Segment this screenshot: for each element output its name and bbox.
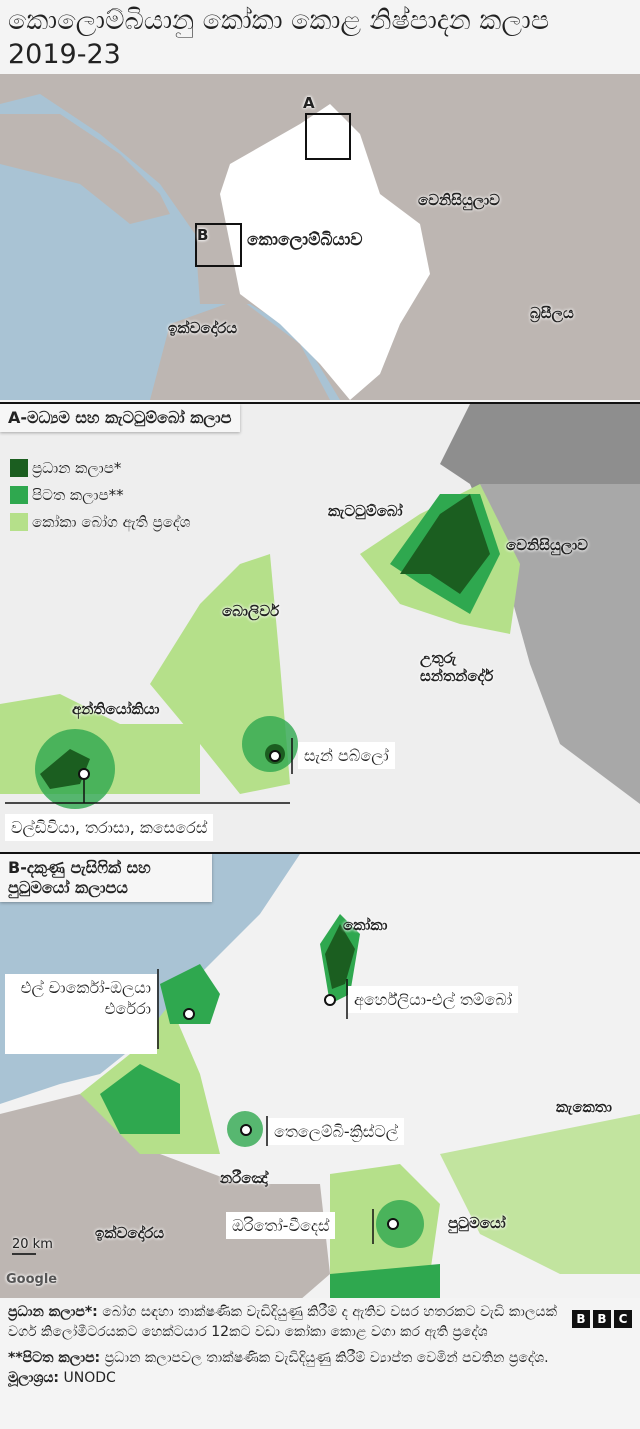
brazil-label: බ්‍රසීලය — [530, 304, 574, 322]
charco-marker — [183, 1008, 195, 1020]
legend-item-crops: කෝකා බෝග ඇති ප්‍රදේශ — [10, 508, 190, 535]
valdivia-marker — [78, 768, 90, 780]
note-outer-text: ප්‍රධාන කලාපවල තාක්ෂණික වැඩිදියුණු කිරීම… — [100, 1350, 549, 1366]
telembi-marker — [240, 1124, 252, 1136]
note-outer: **පිටත කලාප: ප්‍රධාන කලාපවල තාක්ෂණික වැඩ… — [8, 1348, 568, 1388]
orito-marker — [387, 1218, 399, 1230]
san-pablo-marker — [269, 750, 281, 762]
colombia-label: කොලොම්බියාව — [247, 230, 363, 250]
charco-label: එල් චාර්කෝ-ඔලයා එරේරා — [5, 974, 157, 1054]
legend-item-outer: පිටත කලාප** — [10, 481, 190, 508]
antioquia-label: අන්තියෝකියා — [72, 700, 160, 718]
putumayo-label: පුටුමයෝ — [448, 1214, 506, 1232]
argelia-label: අර්හේලියා-එල් තම්බෝ — [348, 986, 518, 1013]
orito-label: ඔරිතෝ-වීදෙස් — [226, 1212, 336, 1239]
page-title: කොලොම්බියානු කෝකා කොළ නිෂ්පාදන කලාප 2019… — [8, 5, 550, 70]
source-text: UNODC — [59, 1370, 116, 1386]
legend: ප්‍රධාන කලාප* පිටත කලාප** කෝකා බෝග ඇති ප… — [10, 454, 190, 535]
narino-label: නරීඤෝ — [220, 1169, 268, 1187]
google-attribution: Google — [6, 1272, 58, 1287]
venezuela-label: වෙනිසියුලාව — [418, 191, 500, 209]
venezuela-label: වෙනිසියුලාව — [506, 536, 588, 554]
box-b-label: B — [197, 226, 209, 244]
panel-b-map: B-දකුණු පැසිෆික් සහ පුටුමයෝ කලාපය කෝකා එ… — [0, 852, 640, 1298]
catatumbo-label: කැටටුම්බෝ — [328, 502, 403, 520]
panel-a-heading: A-මධ්‍යම සහ කැටටුම්බෝ කලාප — [0, 404, 240, 432]
ecuador-label: ඉක්වදෝරය — [168, 319, 238, 337]
legend-swatch — [10, 485, 28, 504]
argelia-marker — [324, 994, 336, 1006]
source-term: මූලාශ්‍රය: — [8, 1370, 60, 1386]
note-core-term: ප්‍රධාන කලාප*: — [8, 1304, 98, 1320]
ecuador-label: ඉක්වදෝරය — [95, 1224, 165, 1242]
cauca-label: කෝකා — [343, 916, 388, 934]
note-core-text: බෝග සඳහා තාක්ෂණික වැඩිදියුණු කිරීම් ද ඇත… — [8, 1304, 557, 1340]
legend-label: කෝකා බෝග ඇති ප්‍රදේශ — [32, 512, 191, 531]
overview-terrain — [0, 74, 640, 400]
legend-swatch — [10, 458, 28, 477]
note-core: ප්‍රධාන කලාප*: බෝග සඳහා තාක්ෂණික වැඩිදිය… — [8, 1302, 568, 1342]
legend-label: පිටත කලාප** — [32, 485, 124, 504]
note-outer-term: **පිටත කලාප: — [8, 1350, 101, 1366]
legend-item-core: ප්‍රධාන කලාප* — [10, 454, 190, 481]
panel-b-heading: B-දකුණු පැසිෆික් සහ පුටුමයෝ කලාපය — [0, 854, 212, 902]
panel-a-terrain — [0, 404, 640, 809]
valdivia-label: වල්ඩිවියා, තරාසා, කසෙරෙස් — [5, 814, 214, 841]
san-pablo-label: සැන් පබ්ලෝ — [298, 742, 395, 769]
footer-notes: ප්‍රධාන කලාප*: බෝග සඳහා තාක්ෂණික වැඩිදිය… — [8, 1302, 568, 1394]
santander-label: උතුරු සන්තන්දේර් — [420, 649, 494, 685]
bolivar-label: බොලිවර් — [222, 602, 280, 620]
box-a-label: A — [303, 94, 315, 112]
overview-map: A B කොලොම්බියාව වෙනිසියුලාව ඉක්වදෝරය බ්‍… — [0, 74, 640, 400]
panel-a-map: A-මධ්‍යම සහ කැටටුම්බෝ කලාප ප්‍රධාන කලාප*… — [0, 402, 640, 852]
caqueta-label: කැකෙතා — [556, 1098, 612, 1116]
legend-label: ප්‍රධාන කලාප* — [32, 458, 122, 477]
legend-swatch — [10, 512, 28, 531]
scale-bar-label: 20 km — [12, 1237, 53, 1252]
telembi-label: තෙලෙම්බි-ක්‍රිස්ටල් — [268, 1118, 404, 1145]
